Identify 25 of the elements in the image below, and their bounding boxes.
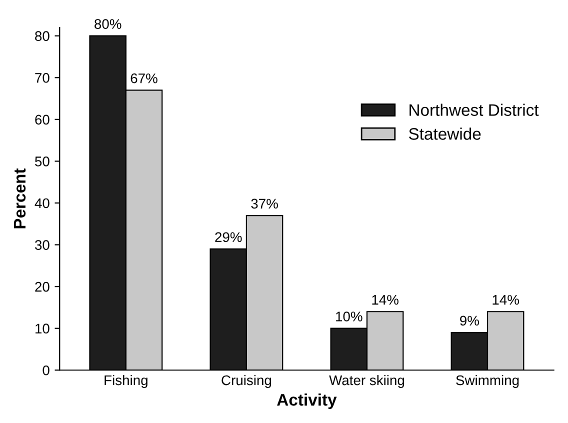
y-tick-label: 30 <box>35 240 50 250</box>
legend-label: Statewide <box>408 128 481 140</box>
y-tick-label: 40 <box>34 198 50 208</box>
data-label: 10% <box>336 312 362 322</box>
x-axis-title: Activity <box>277 393 337 410</box>
data-label: 29% <box>215 232 242 242</box>
data-label: 37% <box>251 198 278 209</box>
data-label: 14% <box>492 294 519 305</box>
x-tick-label: Cruising <box>222 374 272 388</box>
data-label: 14% <box>372 294 398 305</box>
y-tick-label: 50 <box>35 156 50 166</box>
y-tick-label: 0 <box>42 365 50 376</box>
legend-label: Northwest District <box>410 104 539 116</box>
y-tick-label: 20 <box>35 282 50 292</box>
x-tick-label: Water skiing <box>329 374 404 388</box>
y-axis-title: Percent <box>14 168 26 228</box>
x-tick-label: Swimming <box>456 374 519 388</box>
y-tick-label: 70 <box>35 72 50 83</box>
y-tick-label: 80 <box>35 31 50 42</box>
data-label: 67% <box>130 73 158 84</box>
x-tick-label: Fishing <box>104 374 148 388</box>
data-label: 80% <box>94 19 122 29</box>
y-tick-label: 10 <box>36 324 50 334</box>
data-label: 9% <box>460 316 479 326</box>
y-tick-label: 60 <box>35 114 50 125</box>
